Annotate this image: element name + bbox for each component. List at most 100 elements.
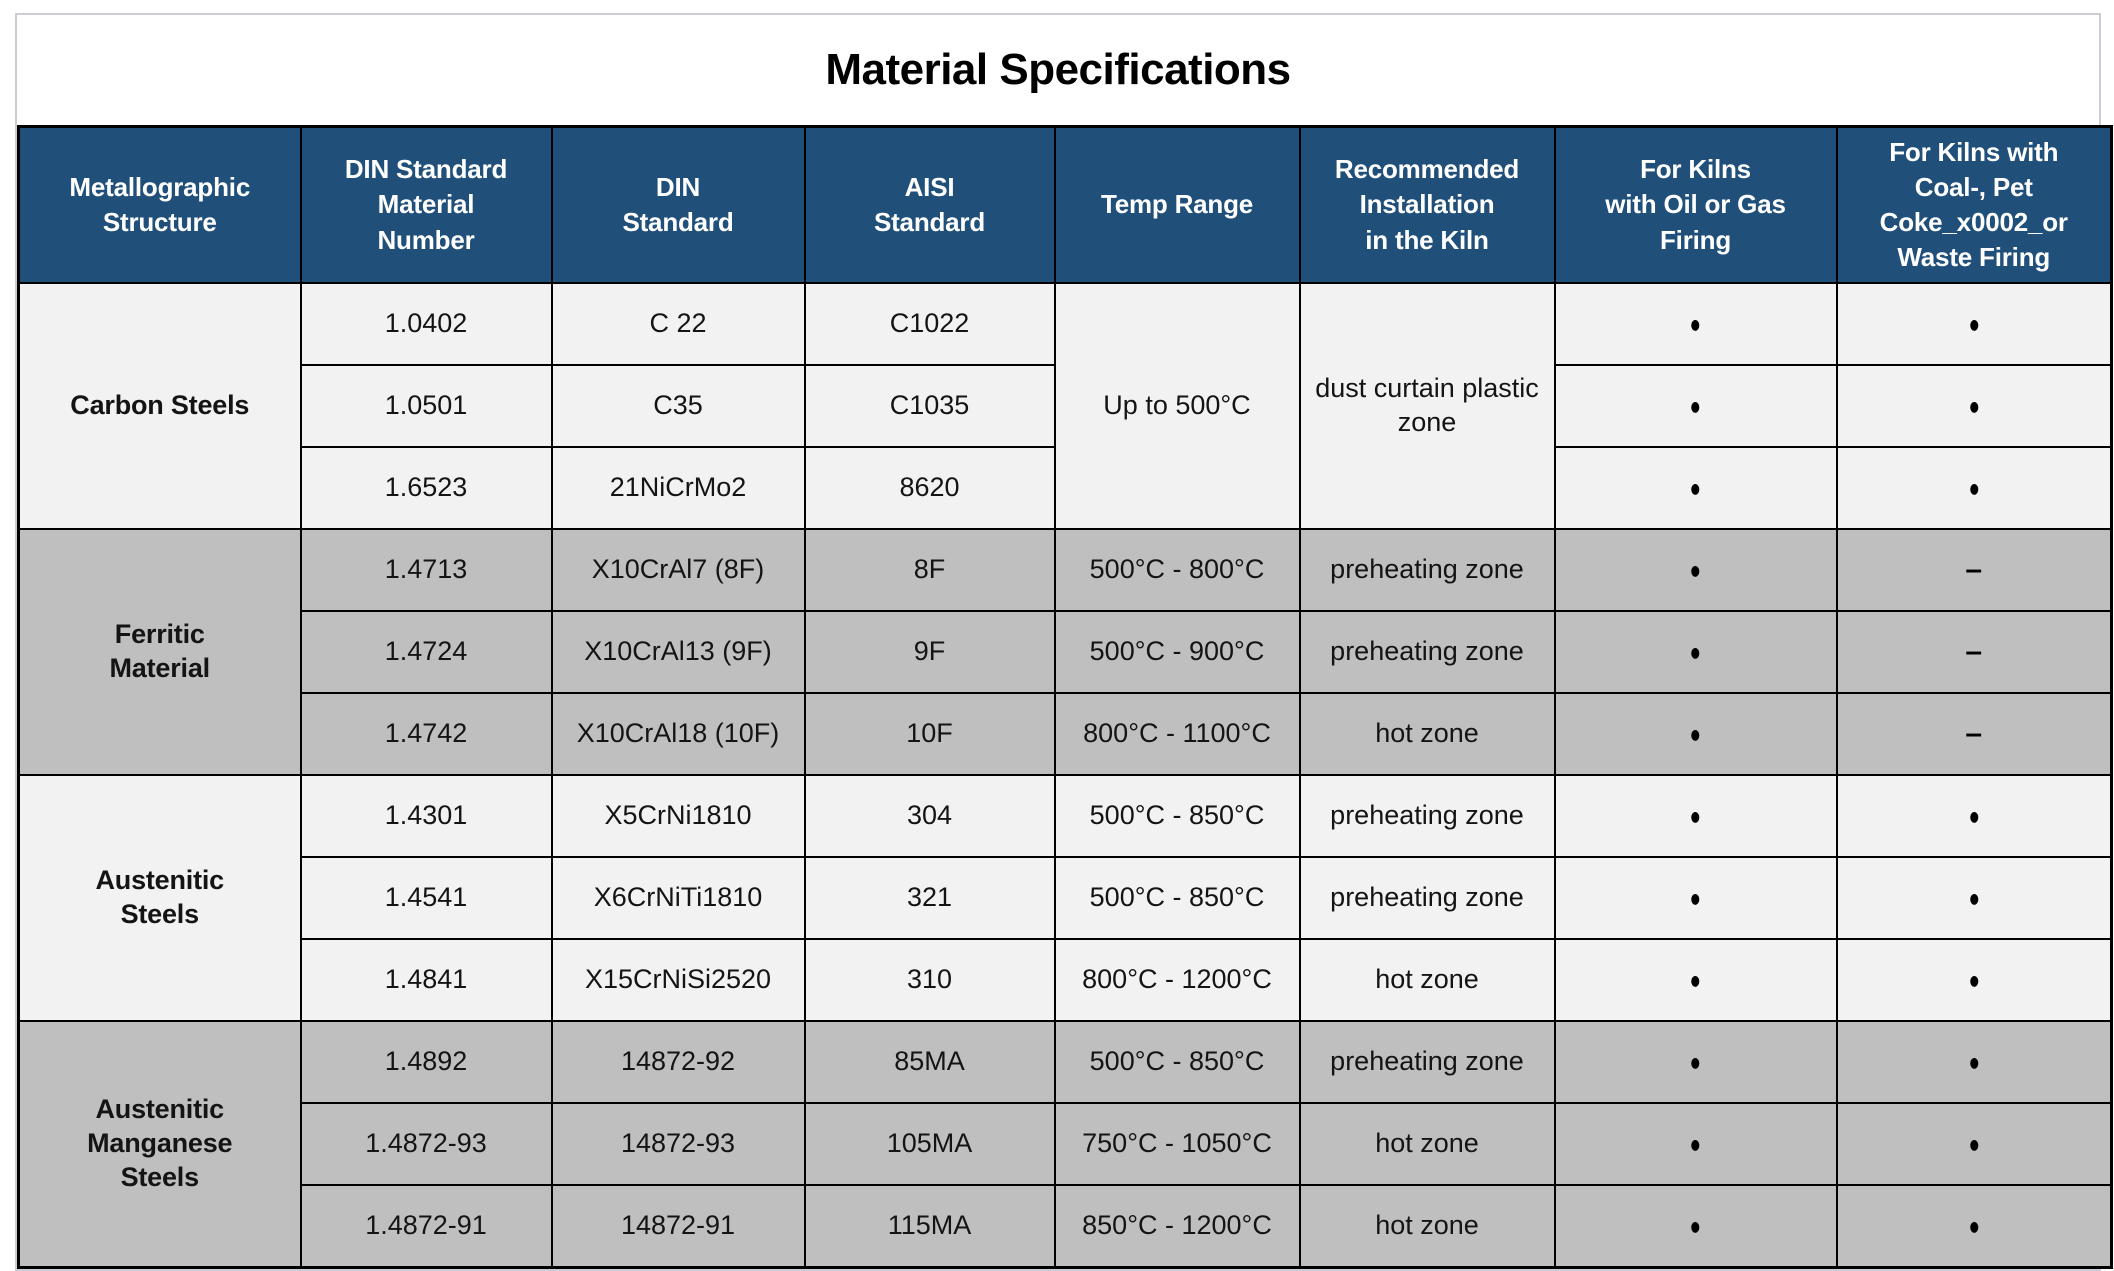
coal-waste-mark-cell: ●	[1835, 938, 2113, 1022]
din-standard-cell: 14872-93	[550, 1102, 806, 1186]
aisi-standard-cell: 85MA	[803, 1020, 1056, 1104]
installation-cell: hot zone	[1298, 692, 1556, 776]
installation-cell: preheating zone	[1298, 856, 1556, 940]
table-row: 1.4872-93 14872-93 105MA 750°C - 1050°C hot …	[19, 1102, 2113, 1186]
din-number-cell: 1.4742	[299, 692, 553, 776]
oil-gas-mark-cell: ●	[1553, 692, 1838, 776]
din-standard-cell: C 22	[550, 282, 806, 366]
temp-range-cell: 800°C - 1100°C	[1053, 692, 1301, 776]
temp-range-cell: 500°C - 800°C	[1053, 528, 1301, 612]
temp-range-cell: Up to 500°C	[1053, 282, 1301, 530]
header-row: Metallographic Structure DIN Standard Mat…	[17, 125, 2113, 284]
title-band: Material Specifications	[17, 15, 2099, 125]
installation-cell: preheating zone	[1298, 774, 1556, 858]
din-number-cell: 1.4841	[299, 938, 553, 1022]
coal-waste-mark-cell: –	[1835, 610, 2113, 694]
group-label-cell: Ferritic Material	[17, 528, 302, 776]
oil-gas-mark-cell: ●	[1553, 446, 1838, 530]
header-cell-aisi-standard: AISI Standard	[803, 125, 1056, 284]
din-number-cell: 1.6523	[299, 446, 553, 530]
filled-circle-icon: ●	[1689, 310, 1702, 339]
din-number-cell: 1.0402	[299, 282, 553, 366]
oil-gas-mark-cell: ●	[1553, 1102, 1838, 1186]
temp-range-cell: 750°C - 1050°C	[1053, 1102, 1301, 1186]
temp-range-cell: 500°C - 900°C	[1053, 610, 1301, 694]
coal-waste-mark-cell: –	[1835, 528, 2113, 612]
din-standard-cell: X5CrNi1810	[550, 774, 806, 858]
coal-waste-mark-cell: ●	[1835, 446, 2113, 530]
temp-range-cell: 500°C - 850°C	[1053, 1020, 1301, 1104]
group-label-cell: Austenitic Steels	[17, 774, 302, 1022]
oil-gas-mark-cell: ●	[1553, 1020, 1838, 1104]
filled-circle-icon: ●	[1968, 310, 1980, 339]
temp-range-cell: 850°C - 1200°C	[1053, 1184, 1301, 1269]
table-row: 1.6523 21NiCrMo2 8620 ● ●	[19, 446, 2113, 530]
din-number-cell: 1.0501	[299, 364, 553, 448]
specs-card: Material Specifications Metallographic S…	[15, 13, 2113, 1271]
filled-circle-icon: ●	[1968, 474, 1980, 503]
din-standard-cell: X10CrAl18 (10F)	[550, 692, 806, 776]
filled-circle-icon: ●	[1689, 474, 1702, 503]
filled-circle-icon: ●	[1689, 1212, 1702, 1241]
aisi-standard-cell: 310	[803, 938, 1056, 1022]
header-cell-metallographic-structure: Metallographic Structure	[17, 125, 302, 284]
filled-circle-icon: ●	[1968, 884, 1980, 913]
dash-icon: –	[1965, 553, 1983, 587]
din-number-cell: 1.4724	[299, 610, 553, 694]
oil-gas-mark-cell: ●	[1553, 610, 1838, 694]
coal-waste-mark-cell: ●	[1835, 364, 2113, 448]
installation-cell: preheating zone	[1298, 610, 1556, 694]
coal-waste-mark-cell: ●	[1835, 282, 2113, 366]
aisi-standard-cell: C1035	[803, 364, 1056, 448]
din-standard-cell: 14872-91	[550, 1184, 806, 1269]
din-number-cell: 1.4713	[299, 528, 553, 612]
oil-gas-mark-cell: ●	[1553, 856, 1838, 940]
din-standard-cell: C35	[550, 364, 806, 448]
oil-gas-mark-cell: ●	[1553, 364, 1838, 448]
filled-circle-icon: ●	[1689, 392, 1702, 421]
table-body: Carbon Steels 1.0402 C 22 C1022 Up to 500°C d…	[17, 282, 2113, 1269]
page-title: Material Specifications	[825, 45, 1291, 94]
filled-circle-icon: ●	[1689, 884, 1702, 913]
oil-gas-mark-cell: ●	[1553, 1184, 1838, 1269]
table-row: 1.0501 C35 C1035 ● ●	[19, 364, 2113, 448]
coal-waste-mark-cell: ●	[1835, 774, 2113, 858]
aisi-standard-cell: 115MA	[803, 1184, 1056, 1269]
group-label-cell: Carbon Steels	[17, 282, 302, 530]
table-row: 1.4872-91 14872-91 115MA 850°C - 1200°C hot …	[19, 1184, 2113, 1269]
dash-icon: –	[1965, 717, 1983, 751]
aisi-standard-cell: 105MA	[803, 1102, 1056, 1186]
din-number-cell: 1.4872-91	[299, 1184, 553, 1269]
din-standard-cell: 21NiCrMo2	[550, 446, 806, 530]
filled-circle-icon: ●	[1689, 802, 1702, 831]
installation-cell: preheating zone	[1298, 528, 1556, 612]
din-number-cell: 1.4872-93	[299, 1102, 553, 1186]
filled-circle-icon: ●	[1968, 1048, 1980, 1077]
table-header: Metallographic Structure DIN Standard Mat…	[17, 125, 2113, 284]
din-number-cell: 1.4541	[299, 856, 553, 940]
group-label-cell: Austenitic Manganese Steels	[17, 1020, 302, 1269]
header-cell-oil-gas-firing: For Kilns with Oil or Gas Firing	[1553, 125, 1838, 284]
filled-circle-icon: ●	[1968, 392, 1980, 421]
coal-waste-mark-cell: ●	[1835, 1184, 2113, 1269]
aisi-standard-cell: 9F	[803, 610, 1056, 694]
temp-range-cell: 800°C - 1200°C	[1053, 938, 1301, 1022]
installation-cell: hot zone	[1298, 938, 1556, 1022]
din-standard-cell: X15CrNiSi2520	[550, 938, 806, 1022]
table-row: Austenitic Steels 1.4301 X5CrNi1810 304 500°…	[17, 774, 2113, 1022]
dash-icon: –	[1965, 635, 1983, 669]
filled-circle-icon: ●	[1689, 966, 1702, 995]
oil-gas-mark-cell: ●	[1553, 774, 1838, 858]
table-row: 1.4724 X10CrAl13 (9F) 9F 500°C - 900°C prehe…	[19, 610, 2113, 694]
material-specs-table: Metallographic Structure DIN Standard Mat…	[17, 125, 2113, 1269]
oil-gas-mark-cell: ●	[1553, 938, 1838, 1022]
aisi-standard-cell: 10F	[803, 692, 1056, 776]
coal-waste-mark-cell: –	[1835, 692, 2113, 776]
installation-cell: preheating zone	[1298, 1020, 1556, 1104]
filled-circle-icon: ●	[1689, 720, 1702, 749]
table-row: 1.4541 X6CrNiTi1810 321 500°C - 850°C prehea…	[19, 856, 2113, 940]
din-number-cell: 1.4892	[299, 1020, 553, 1104]
table-row: 1.4841 X15CrNiSi2520 310 800°C - 1200°C hot …	[19, 938, 2113, 1022]
aisi-standard-cell: 321	[803, 856, 1056, 940]
aisi-standard-cell: 304	[803, 774, 1056, 858]
